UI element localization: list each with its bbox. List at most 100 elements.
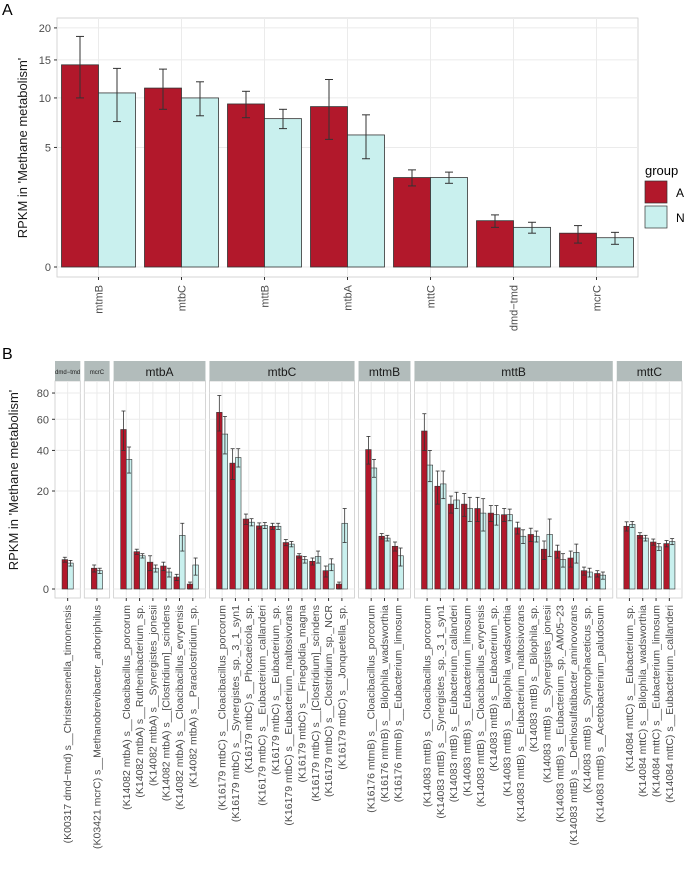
bar-n-4 [430,177,468,268]
panel-b-facets: dmd−tmd (K00317 dmd−tmd) s__Christensenel… [54,361,683,849]
legend-key-n [644,205,668,229]
panel-b-y-ticks: 0 20 40 60 80 [37,388,55,596]
y-tick-label: 60 [37,414,49,426]
x-tick-label: (K16179 mtbC) s__Finegoldia_magna [296,605,308,783]
bar-n-0 [67,562,74,590]
bar-a-0 [120,429,127,590]
x-tick-label: (K14083 mttB) s__Eubacterium_limosum [462,605,474,797]
bar-a-3 [663,543,670,590]
facet-mcrc: mcrC (K03421 mcrC) s__Methanobrevibacter_… [83,361,111,849]
bar-n-1 [235,457,242,590]
x-tick-label: (K14083 mttB) s__Synergistes_sp._3_1_syn… [435,605,447,819]
bar-n-5 [513,226,551,268]
bar-n-0 [370,467,378,590]
panel-b: B dmd−tmd (K00317 dmd−tmd) s__Christensen… [2,346,683,849]
x-tick-label: (K16176 mtmB) s__Bilophila_wadsworthia [379,605,391,802]
x-tick-label: (K14083 mttB) s__Syntrophaceticus_sp. [581,605,593,793]
bar-a-2 [391,545,399,590]
bar-n-1 [181,97,219,268]
panel-a-x-ticks: mtmB mtbC mttB mtbA mttC dmd−tmd mcrC [94,277,604,331]
bar-a-6 [296,555,303,590]
x-tick-label: mttB [260,285,272,308]
panel-a-y-axis-title: RPKM in 'Methane metabolism' [15,58,30,239]
y-tick-label: 20 [39,23,51,35]
facet-strip [55,361,81,381]
x-tick-label: (K16179 mtbC) s__Phocaeicola_sp. [243,605,255,773]
facet-strip [113,361,206,381]
bar-n-1 [139,555,146,590]
facet-strip [358,361,411,381]
bar-a-0 [421,430,428,590]
facet-strip [209,361,355,381]
bar-n-6 [506,514,513,590]
facet-mtbc: mtbC (K16179 mtbC) s__Cloacibacillus_porc… [209,361,355,826]
x-tick-label: (K14084 mttC) s__Eubacterium_limosum [651,605,663,797]
x-tick-label: (K14084 mttC) s__Eubacterium_callanderi [664,605,676,803]
panel-a-bars [61,35,634,268]
bar-a-6 [501,514,508,590]
bar-a-0 [61,559,68,590]
facet-strip-label: mttC [637,365,663,379]
bar-a-7 [514,527,521,590]
bar-n-0 [426,464,434,590]
x-tick-label: (K16179 mtbC) s__Cloacibacillus_porcorum [217,605,229,811]
y-tick-label: 0 [43,584,49,596]
bar-n-4 [275,525,282,590]
panel-b-label: B [2,346,13,363]
bar-n-5 [493,514,500,590]
x-tick-label: mttC [426,285,438,308]
x-tick-label: (K16179 mtbC) s__Synergistes_sp._3_1_syn… [230,605,242,822]
y-tick-label: 40 [37,445,49,457]
y-tick-label: 0 [45,262,51,274]
bar-a-2 [650,541,657,590]
bar-n-0 [629,524,636,590]
y-tick-label: 15 [39,55,51,67]
bar-n-7 [519,535,527,590]
facet-mtba: mtbA (K14082 mtbA) s__Cloacibacillus_porc… [113,361,206,810]
bar-a-7 [309,560,316,590]
bar-a-4 [269,525,276,590]
facet-strip [616,361,682,381]
legend-title: group [645,163,678,178]
facet-strip-label: dmd−tmd [55,370,80,376]
bar-a-2 [242,518,250,590]
panel-a-label: A [2,2,13,19]
x-tick-label: (K14083 mttB) s__Cloacibacillus_evryensi… [475,605,487,807]
bar-a-5 [487,512,494,590]
y-tick-label: 80 [37,388,49,400]
bar-a-1 [144,87,182,268]
x-tick-label: (K16176 mtmB) s__Cloacibacillus_porcorum [366,605,378,813]
x-tick-label: mtbA [343,284,355,310]
x-tick-label: (K16179 mtbC) s__Clostridium_sp._NCR [323,605,335,797]
facet-strip-label: mtmB [369,365,400,379]
panel-b-y-axis-title: RPKM in 'Methane metabolism' [6,390,21,571]
x-tick-label: (K14083 mttB) s__Eubacterium_maltosivora… [515,605,527,822]
bar-a-1 [378,535,385,590]
x-tick-label: (K14083 mttB) s__Bilophila_wadsworthia [501,605,513,797]
bar-n-2 [655,546,662,590]
bar-a-1 [229,462,236,590]
bar-a-8 [527,534,534,590]
x-tick-label: (K16179 mtbC) s__[Clostridium]_scindens [310,605,322,802]
x-tick-label: (K14084 mttC) s__Eubacterium_sp. [624,605,636,772]
legend-label-n: N [676,211,685,225]
x-tick-label: (K16179 mtbC) s__Eubacterium_callanderi [257,605,269,806]
bar-n-6 [301,559,308,590]
facet-strip [414,361,613,381]
bar-n-1 [440,483,447,590]
bar-a-2 [447,503,455,590]
x-tick-label: mtbC [177,285,189,311]
facet-dmd-tmd: dmd−tmd (K00317 dmd−tmd) s__Christensenel… [54,361,81,843]
bar-a-1 [636,535,644,590]
bar-a-3 [461,503,468,590]
x-tick-label: (K14083 mttB) s__Cloacibacillus_porcorum [422,605,434,807]
bar-a-2 [227,103,265,268]
bar-n-2 [453,499,460,590]
x-tick-label: (K14084 mttC) s__Bilophila_wadsworthia [637,605,649,797]
y-tick-label: 5 [45,142,51,154]
x-tick-label: (K03421 mcrC) s__Methanobrevibacter_arbo… [91,605,103,849]
bar-n-3 [669,541,676,590]
legend: group A N [644,163,685,229]
bar-a-1 [133,551,140,590]
